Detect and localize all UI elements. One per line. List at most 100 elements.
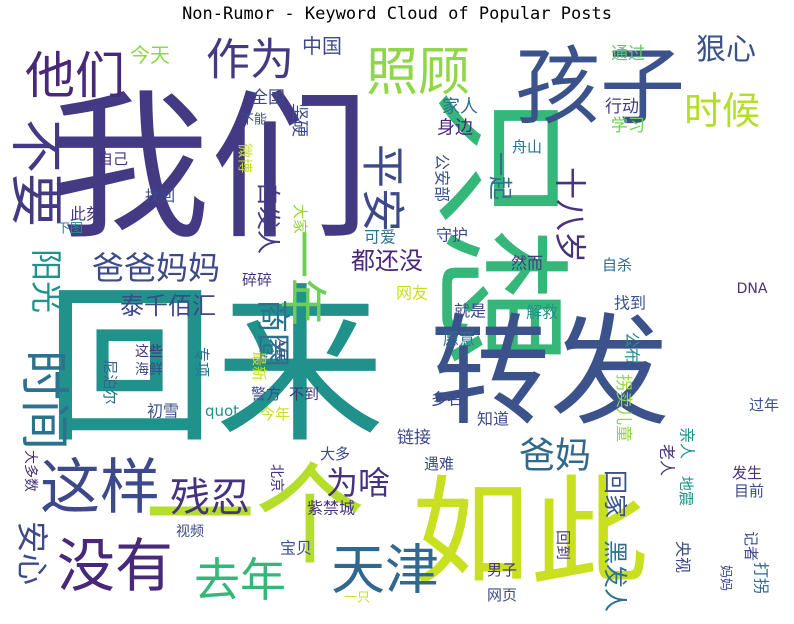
cloud-word: 回到 bbox=[554, 530, 572, 560]
cloud-word: 时间 bbox=[15, 350, 73, 450]
cloud-word: 央视 bbox=[674, 541, 693, 573]
cloud-word: 商圈 bbox=[252, 299, 292, 367]
cloud-word: 一个 bbox=[145, 452, 365, 580]
cloud-word: 他们 bbox=[25, 47, 125, 105]
cloud-word: 自杀 bbox=[602, 256, 632, 274]
cloud-word: 回家 bbox=[601, 470, 629, 518]
cloud-word: 地震 bbox=[677, 476, 695, 506]
cloud-word: 不要 bbox=[10, 119, 68, 227]
cloud-word: 天津 bbox=[331, 539, 439, 602]
cloud-word: 自己 bbox=[98, 150, 128, 168]
cloud-word: 阳光 bbox=[27, 249, 65, 313]
cloud-word: DNA bbox=[737, 281, 768, 297]
cloud-word: 一起 bbox=[486, 152, 514, 200]
cloud-word: 老人 bbox=[658, 444, 677, 476]
cloud-word: 微博 bbox=[236, 143, 254, 173]
cloud-word: 链接 bbox=[397, 428, 431, 448]
cloud-word: 照顾 bbox=[366, 43, 470, 103]
cloud-word: 可爱 bbox=[364, 228, 396, 247]
cloud-word: 一只 bbox=[344, 591, 370, 606]
cloud-word: 视频 bbox=[176, 524, 204, 540]
cloud-word: 紫禁城 bbox=[307, 499, 355, 518]
cloud-word: 中国 bbox=[302, 34, 342, 58]
cloud-word: 转发 bbox=[430, 304, 670, 443]
cloud-word: 爸爸妈妈 bbox=[92, 249, 220, 287]
cloud-word: 守护 bbox=[436, 226, 468, 245]
cloud-word: 不能 bbox=[241, 113, 267, 128]
cloud-word: 找到 bbox=[614, 294, 646, 313]
cloud-word: 记者 bbox=[742, 531, 760, 561]
cloud-word: 黑发人 bbox=[601, 540, 629, 612]
cloud-word: 愿意 bbox=[443, 330, 475, 349]
cloud-word: 只想 bbox=[417, 88, 580, 368]
cloud-word: 就是 bbox=[454, 302, 486, 321]
cloud-word: 我们 bbox=[50, 75, 370, 262]
cloud-word: 多名 bbox=[431, 390, 463, 409]
cloud-word: 知道 bbox=[477, 410, 509, 429]
cloud-word: 这些 bbox=[135, 343, 163, 360]
cloud-word: 警方 bbox=[251, 385, 281, 403]
cloud-word: 坚硬 bbox=[289, 103, 309, 137]
cloud-word: 没有 bbox=[57, 532, 173, 600]
cloud-word: 今天 bbox=[130, 43, 170, 67]
cloud-word: 泰千佰汇 bbox=[120, 292, 216, 320]
cloud-word: 孩子 bbox=[515, 39, 685, 138]
cloud-word: 作为 bbox=[206, 35, 294, 86]
cloud-word: 身边 bbox=[437, 118, 473, 139]
cloud-word: 人民 bbox=[274, 336, 289, 362]
cloud-word: 找回 bbox=[145, 187, 175, 205]
cloud-word: 宝贝 bbox=[280, 539, 312, 558]
cloud-word: 回来 bbox=[45, 269, 385, 467]
chart-title: Non-Rumor - Keyword Cloud of Popular Pos… bbox=[182, 4, 612, 24]
cloud-word: 男子 bbox=[487, 561, 517, 579]
cloud-word: 下图 bbox=[57, 222, 83, 237]
cloud-word: 发生 bbox=[732, 464, 762, 482]
cloud-word: 不到 bbox=[289, 385, 319, 403]
cloud-word: 此刻 bbox=[70, 205, 102, 224]
cloud-word: 平安 bbox=[357, 144, 408, 232]
cloud-word: 然而 bbox=[511, 254, 543, 273]
cloud-word: 北京 bbox=[268, 464, 284, 492]
cloud-word: 过年 bbox=[749, 396, 779, 414]
cloud-word: 行动 bbox=[605, 97, 639, 117]
cloud-word: 亲人 bbox=[678, 427, 697, 459]
cloud-word: 网页 bbox=[487, 586, 517, 604]
cloud-word: 学习 bbox=[611, 116, 645, 136]
cloud-word: 最新 bbox=[250, 351, 268, 381]
cloud-word: 公布 bbox=[623, 332, 642, 364]
cloud-word: 大家 bbox=[291, 204, 309, 234]
cloud-word: 白发人 bbox=[254, 182, 282, 254]
cloud-word: 网友 bbox=[396, 284, 428, 303]
cloud-word: 家人 bbox=[442, 97, 478, 118]
cloud-word: 残忍 bbox=[170, 475, 250, 521]
cloud-word: 今年 bbox=[260, 405, 290, 423]
cloud-word: quot bbox=[205, 402, 239, 420]
cloud-word: 安心 bbox=[13, 521, 51, 585]
cloud-word: 妈妈 bbox=[718, 565, 733, 591]
cloud-word: 尼泊尔 bbox=[101, 359, 119, 404]
cloud-word: 大多数 bbox=[22, 450, 39, 492]
cloud-word: 解救 bbox=[526, 303, 558, 322]
cloud-word: 如此 bbox=[412, 464, 648, 602]
cloud-word: 时候 bbox=[684, 89, 760, 133]
cloud-word: 海鲜 bbox=[135, 362, 163, 378]
cloud-word: 公安部 bbox=[433, 154, 452, 202]
cloud-word: 遇难 bbox=[424, 455, 454, 473]
cloud-word: 通过 bbox=[611, 44, 645, 64]
cloud-word: 碎碎 bbox=[242, 271, 272, 289]
cloud-word: 为啥 bbox=[326, 464, 390, 502]
cloud-word: 初雪 bbox=[147, 402, 179, 421]
cloud-word: 全国 bbox=[251, 88, 285, 108]
cloud-word: 去年 bbox=[194, 553, 286, 607]
cloud-word: 狠心 bbox=[696, 33, 756, 68]
cloud-word: 十八岁 bbox=[551, 167, 589, 263]
cloud-word: 一年 bbox=[274, 230, 330, 326]
cloud-word: 这样 bbox=[40, 453, 160, 523]
cloud-word: 拐卖儿童 bbox=[613, 374, 633, 442]
cloud-word: 目前 bbox=[734, 482, 764, 500]
cloud-word: 舟山 bbox=[512, 138, 542, 156]
cloud-word: 专项 bbox=[193, 347, 211, 377]
cloud-word: 打拐 bbox=[752, 562, 771, 594]
cloud-word: 爸妈 bbox=[519, 436, 591, 477]
